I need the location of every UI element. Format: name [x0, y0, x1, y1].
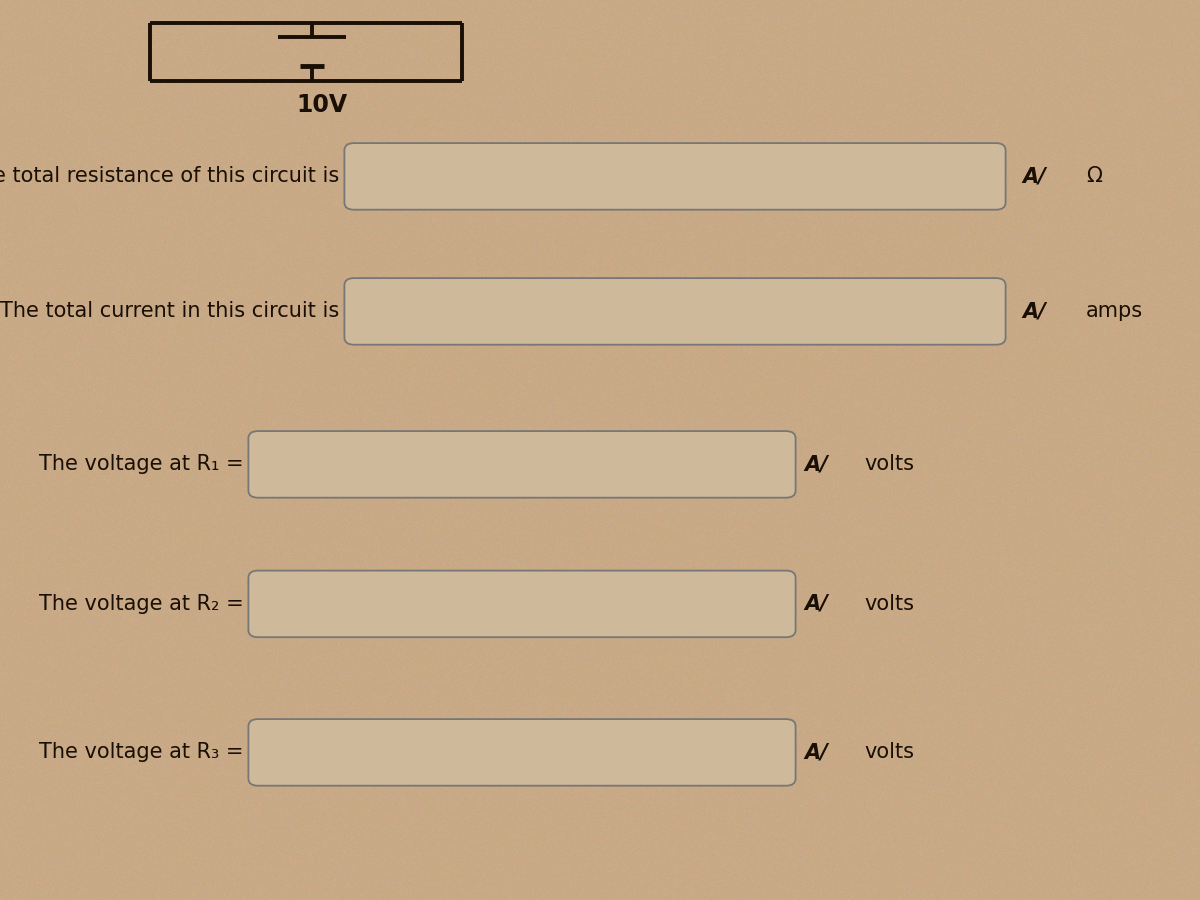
FancyBboxPatch shape	[344, 278, 1006, 345]
Text: A/: A/	[1022, 302, 1046, 321]
Text: The voltage at R₃ =: The voltage at R₃ =	[40, 742, 244, 762]
FancyBboxPatch shape	[248, 719, 796, 786]
Text: The total current in this circuit is: The total current in this circuit is	[0, 302, 340, 321]
Text: The voltage at R₁ =: The voltage at R₁ =	[38, 454, 244, 474]
Text: A/: A/	[1022, 166, 1046, 186]
Text: amps: amps	[1086, 302, 1144, 321]
Text: The voltage at R₂ =: The voltage at R₂ =	[38, 594, 244, 614]
Text: The total resistance of this circuit is: The total resistance of this circuit is	[0, 166, 340, 186]
Text: volts: volts	[864, 594, 914, 614]
FancyBboxPatch shape	[344, 143, 1006, 210]
Text: volts: volts	[864, 454, 914, 474]
Text: A/: A/	[804, 742, 828, 762]
FancyBboxPatch shape	[248, 431, 796, 498]
Text: volts: volts	[864, 742, 914, 762]
Text: A/: A/	[804, 594, 828, 614]
Text: 10V: 10V	[296, 93, 347, 117]
Text: Ω: Ω	[1086, 166, 1102, 186]
FancyBboxPatch shape	[248, 571, 796, 637]
Text: A/: A/	[804, 454, 828, 474]
